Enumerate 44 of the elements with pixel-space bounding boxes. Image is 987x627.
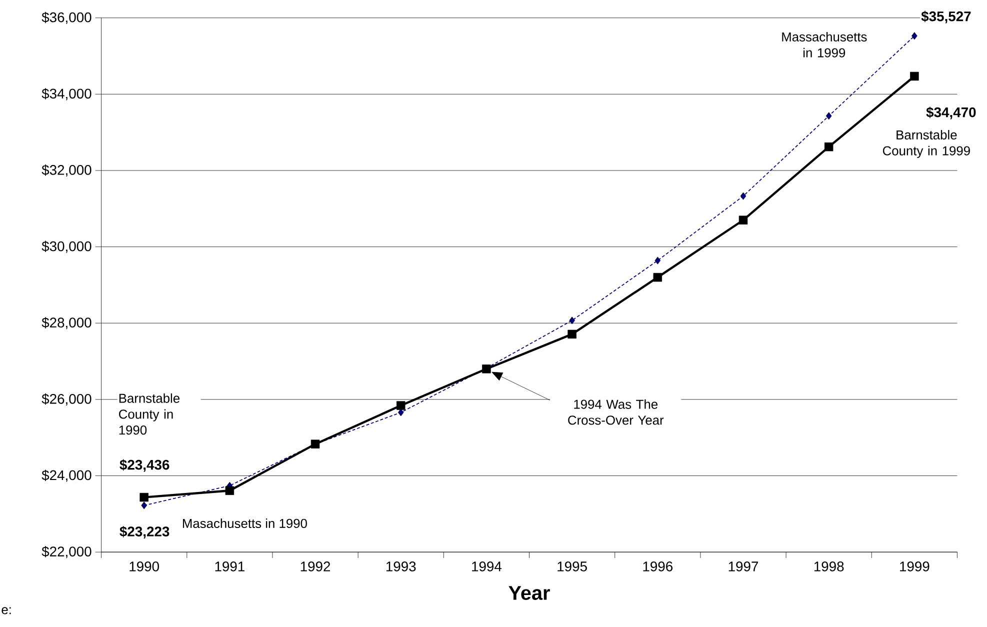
annotation: Massachusetts in 1999	[782, 32, 867, 58]
x-axis-title: Year	[508, 586, 550, 600]
annotation: 1994 Was The Cross-Over Year	[568, 400, 664, 425]
x-tick-label: 1991	[215, 562, 244, 572]
x-tick-label: 1998	[814, 562, 844, 572]
annotation: Barnstable County in 1999	[882, 130, 970, 158]
point	[738, 216, 748, 225]
y-tick-label: $26,000	[42, 394, 92, 406]
x-tick-label: 1999	[900, 562, 930, 572]
y-tick-label: $28,000	[42, 317, 92, 330]
point	[824, 142, 834, 152]
x-tick-label: 1990	[130, 562, 159, 572]
x-tick-label: 1997	[728, 562, 758, 572]
data-label: $23,436	[120, 459, 170, 472]
x-tick-label: 1993	[386, 562, 416, 572]
point	[140, 493, 148, 502]
x-tick-label: 1996	[643, 562, 672, 572]
text: e:	[2, 607, 11, 614]
point	[740, 192, 746, 200]
data-label: $23,223	[120, 526, 170, 539]
y-tick-label: $24,000	[42, 470, 92, 482]
x-tick-label: 1995	[558, 562, 587, 572]
annotation: Masachusetts in 1990	[182, 518, 307, 528]
point	[225, 486, 234, 496]
data-label: $34,470	[926, 106, 976, 120]
point	[912, 32, 918, 40]
point	[396, 401, 406, 410]
y-tick-label: $36,000	[42, 12, 92, 24]
annotation: Barnstable County in 1990	[119, 394, 180, 435]
y-tick-label: $34,000	[42, 88, 92, 100]
point	[568, 330, 576, 339]
y-tick-label: $30,000	[42, 240, 92, 254]
point	[398, 408, 404, 416]
point	[910, 72, 919, 81]
data-label: $35,527	[921, 11, 971, 24]
point	[654, 256, 661, 265]
y-tick-label: $32,000	[42, 164, 92, 177]
point	[141, 502, 147, 510]
x-tick-label: 1994	[472, 562, 502, 572]
point	[569, 316, 575, 324]
point	[653, 273, 662, 282]
x-tick-label: 1992	[300, 562, 330, 572]
y-tick-label: $22,000	[42, 546, 92, 558]
point	[826, 112, 832, 120]
